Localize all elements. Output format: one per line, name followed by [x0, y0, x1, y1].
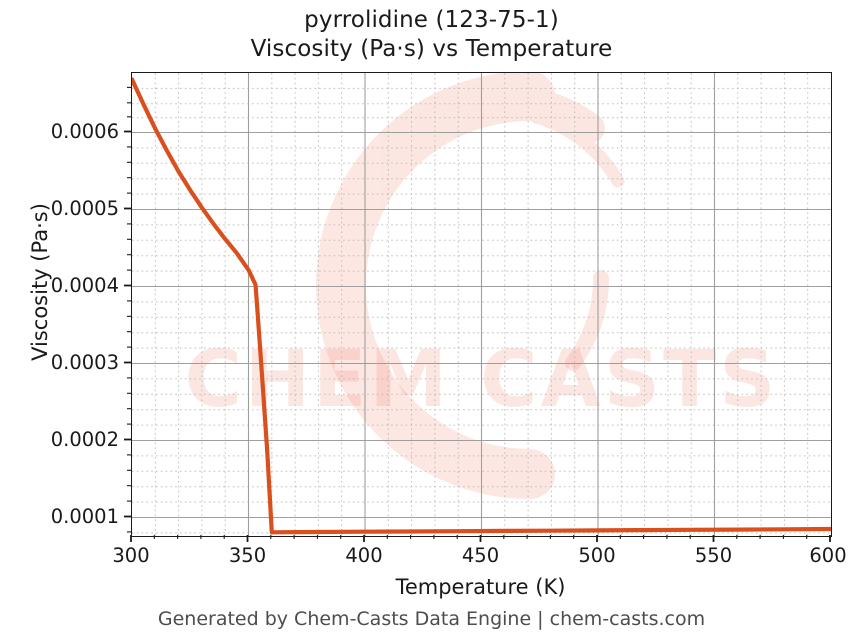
x-axis-tick-labels: 300 350 400 450 500 550 600 — [112, 544, 846, 572]
x-tick-5: 550 — [694, 544, 733, 567]
page-title: pyrrolidine (123-75-1) — [304, 7, 559, 33]
x-axis-label: Temperature (K) — [395, 575, 566, 599]
y-tick-4: 0.0005 — [50, 197, 119, 220]
data-series-viscosity — [132, 77, 831, 535]
footer-credit: Generated by Chem-Casts Data Engine | ch… — [157, 608, 706, 630]
chart-subtitle: Viscosity (Pa·s) vs Temperature — [250, 36, 613, 62]
x-tick-1: 350 — [228, 544, 267, 567]
y-axis-tick-labels: 0.0001 0.0002 0.0003 0.0004 0.0005 0.000… — [0, 72, 119, 535]
x-tick-0: 300 — [112, 544, 150, 567]
chart-title-block: pyrrolidine (123-75-1) Viscosity (Pa·s) … — [0, 6, 863, 64]
y-tick-3: 0.0004 — [50, 274, 119, 297]
x-tick-4: 500 — [578, 544, 616, 567]
x-tick-6: 600 — [809, 544, 847, 567]
grid-lines — [132, 73, 831, 536]
y-tick-5: 0.0006 — [50, 120, 119, 143]
plot-area: CHEM CASTS — [131, 72, 832, 537]
y-tick-1: 0.0002 — [50, 428, 119, 451]
x-tick-2: 400 — [345, 544, 383, 567]
y-tick-2: 0.0003 — [50, 351, 119, 374]
x-tick-3: 450 — [461, 544, 500, 567]
y-tick-0: 0.0001 — [50, 505, 119, 528]
viscosity-line — [132, 77, 831, 535]
y-axis-label: Viscosity (Pa·s) — [28, 203, 52, 361]
